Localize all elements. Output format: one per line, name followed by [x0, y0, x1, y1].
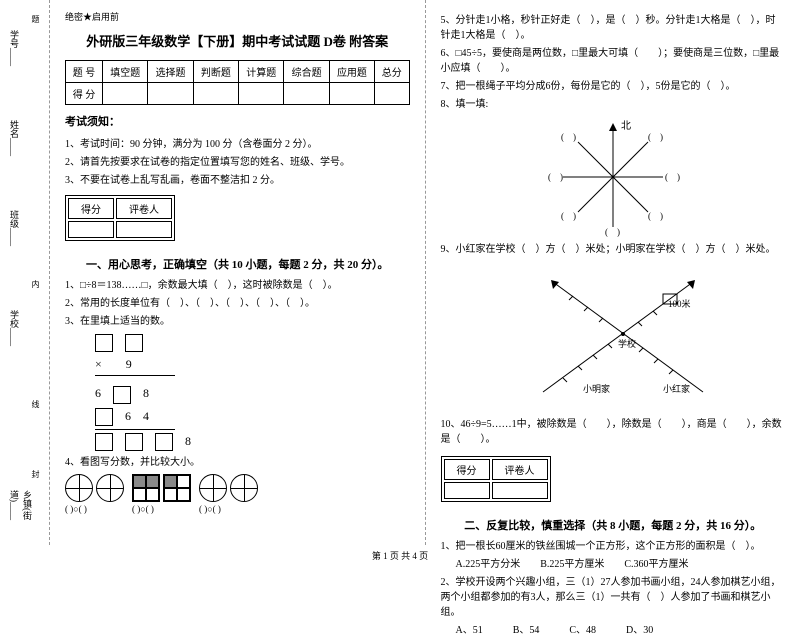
- score-header: 填空题: [103, 61, 148, 83]
- score-header: 总分: [375, 61, 409, 83]
- binding-margin: 题 学号____ 姓名____ 班级____ 内 学校____ 线 封 乡镇(街…: [0, 0, 50, 545]
- compass-diagram: 北 ( ) ( ) ( ) ( ) ( ) ( ) ( ): [543, 117, 683, 237]
- question-8: 8、填一填:: [441, 97, 786, 112]
- binding-field-id: 学号____: [8, 30, 21, 66]
- score-table: 题 号 填空题 选择题 判断题 计算题 综合题 应用题 总分 得 分: [65, 60, 410, 105]
- question-9: 9、小红家在学校（ ）方（ ）米处；小明家在学校（ ）方（ ）米处。: [441, 242, 786, 257]
- svg-text:( ): ( ): [561, 132, 576, 142]
- question-7: 7、把一根绳子平均分成6份，每份是它的（ ），5份是它的（ ）。: [441, 79, 786, 94]
- section-2-title: 二、反复比较，慎重选择（共 8 小题，每题 2 分，共 16 分）。: [441, 517, 786, 533]
- svg-text:学校: 学校: [618, 338, 636, 349]
- question-10: 10、46÷9=5……1中，被除数是（ ），除数是（ ），商是（ ），余数是（ …: [441, 417, 786, 447]
- score-header: 题 号: [66, 61, 103, 83]
- score-row-label: 得 分: [66, 83, 103, 105]
- svg-text:小明家: 小明家: [583, 383, 610, 394]
- score-header: 判断题: [193, 61, 238, 83]
- binding-field-class: 班级____: [8, 210, 21, 246]
- s2-q2-options: A、51 B、54 C、48 D、30: [441, 623, 786, 638]
- binding-field-name: 姓名____: [8, 120, 21, 156]
- notice-item: 3、不要在试卷上乱写乱画，卷面不整洁扣 2 分。: [65, 171, 410, 186]
- svg-text:( ): ( ): [548, 172, 563, 182]
- notice-title: 考试须知：: [65, 113, 410, 129]
- section-1-title: 一、用心思考，正确填空（共 10 小题，每题 2 分，共 20 分）。: [65, 256, 410, 272]
- s2-question-2: 2、学校开设两个兴趣小组，三（1）27人参加书画小组，24人参加棋艺小组，两个小…: [441, 575, 786, 620]
- score-box-2: 得分评卷人: [441, 456, 551, 502]
- question-2: 2、常用的长度单位有（ ）、（ ）、（ ）、（ ）、（ ）。: [65, 296, 410, 311]
- score-header: 选择题: [148, 61, 193, 83]
- notice-item: 2、请首先按要求在试卷的指定位置填写您的姓名、班级、学号。: [65, 153, 410, 168]
- binding-mark: 线: [30, 400, 41, 408]
- score-header: 应用题: [329, 61, 374, 83]
- question-4: 4、看图写分数，并比较大小。: [65, 455, 410, 470]
- score-header: 综合题: [284, 61, 329, 83]
- left-column: 绝密★启用前 外研版三年级数学【下册】期中考试试题 D卷 附答案 题 号 填空题…: [50, 0, 426, 545]
- svg-text:小红家: 小红家: [663, 383, 690, 394]
- notice-item: 1、考试时间：90 分钟，满分为 100 分（含卷面分 2 分）。: [65, 135, 410, 150]
- svg-text:( ): ( ): [648, 211, 663, 221]
- binding-mark: 封: [30, 470, 41, 478]
- exam-title: 外研版三年级数学【下册】期中考试试题 D卷 附答案: [65, 31, 410, 50]
- binding-field-school: 学校____: [8, 310, 21, 346]
- question-3: 3、在里填上适当的数。: [65, 314, 410, 329]
- svg-text:( ): ( ): [605, 227, 620, 237]
- svg-text:( ): ( ): [561, 211, 576, 221]
- right-column: 5、分针走1小格，秒针正好走（ ），是（ ）秒。分针走1大格是（ ），时针走1大…: [426, 0, 800, 545]
- question-5: 5、分针走1小格，秒针正好走（ ），是（ ）秒。分针走1大格是（ ），时针走1大…: [441, 13, 786, 43]
- binding-mark: 内: [30, 280, 41, 288]
- secret-label: 绝密★启用前: [65, 10, 410, 23]
- binding-mark: 题: [30, 15, 41, 23]
- binding-field-town: 乡镇(街道)____: [8, 490, 34, 545]
- page-footer: 第 1 页 共 4 页: [0, 549, 800, 562]
- fraction-diagrams: ( )○( ) ( )○( ) ( )○( ): [65, 474, 410, 514]
- location-diagram: 学校 小明家 小红家 100米: [523, 262, 703, 412]
- question-1: 1、□÷8＝138……□，余数最大填（ ），这时被除数是（ ）。: [65, 278, 410, 293]
- svg-text:( ): ( ): [648, 132, 663, 142]
- svg-text:( ): ( ): [665, 172, 680, 182]
- score-box: 得分评卷人: [65, 195, 175, 241]
- question-6: 6、□45÷5，要使商是两位数，□里最大可填（ ）；要使商是三位数，□里最小应填…: [441, 46, 786, 76]
- calculation-block: × 9 6 8 6 4 8: [95, 333, 410, 451]
- score-header: 计算题: [239, 61, 284, 83]
- north-label: 北: [621, 120, 631, 132]
